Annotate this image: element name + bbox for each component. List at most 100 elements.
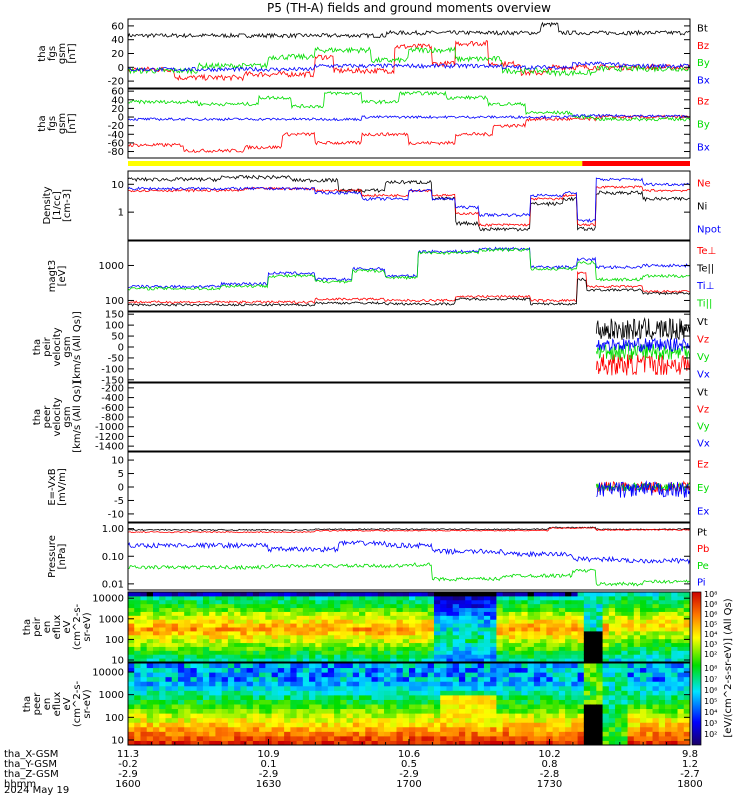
heatmap-cell — [590, 634, 597, 640]
heatmap-cell — [627, 740, 635, 746]
heatmap-cell — [234, 667, 241, 673]
heatmap-cell — [490, 667, 497, 673]
heatmap-cell — [240, 607, 248, 612]
heatmap-cell — [615, 731, 622, 737]
heatmap-cell — [209, 619, 216, 624]
heatmap-cell — [421, 731, 429, 737]
heatmap-cell — [246, 740, 254, 746]
heatmap-cell — [596, 646, 604, 651]
heatmap-cell — [390, 681, 398, 687]
heatmap-cell — [583, 607, 591, 612]
heatmap-cell — [652, 735, 660, 741]
heatmap-cell — [527, 615, 535, 620]
heatmap-cell — [221, 663, 229, 669]
heatmap-cell — [415, 740, 422, 746]
heatmap-cell — [652, 607, 660, 612]
heatmap-cell — [471, 672, 479, 678]
heatmap-cell — [652, 646, 660, 651]
panel-frame — [127, 170, 691, 241]
heatmap-cell — [309, 735, 316, 741]
legend-temperature-Ti||: Ti|| — [696, 298, 712, 309]
heatmap-cell — [433, 638, 441, 644]
heatmap-peir_eflux — [128, 592, 691, 663]
heatmap-cell — [359, 731, 366, 737]
y-tick-label: -60 — [108, 138, 124, 149]
series-fgs_gse-Bz — [127, 114, 691, 153]
heatmap-cell — [415, 638, 422, 644]
heatmap-cell — [465, 694, 472, 700]
heatmap-cell — [502, 615, 510, 620]
heatmap-cell — [658, 599, 666, 605]
heatmap-cell — [646, 654, 654, 659]
heatmap-cell — [477, 667, 485, 673]
heatmap-cell — [527, 676, 535, 682]
heatmap-cell — [202, 611, 210, 616]
heatmap-cell — [234, 638, 241, 644]
heatmap-cell — [677, 646, 685, 651]
series-fgs_gse-By — [127, 90, 691, 122]
heatmap-cell — [152, 619, 160, 624]
heatmap-cell — [508, 672, 516, 678]
heatmap-cell — [321, 672, 329, 678]
heatmap-cell — [683, 634, 691, 640]
heatmap-cell — [671, 685, 679, 691]
heatmap-cell — [671, 611, 679, 616]
heatmap-cell — [359, 615, 366, 620]
heatmap-cell — [483, 685, 491, 691]
heatmap-cell — [215, 603, 223, 609]
heatmap-cell — [377, 717, 385, 723]
heatmap-cell — [327, 619, 335, 624]
heatmap-cell — [677, 642, 685, 647]
heatmap-cell — [646, 592, 654, 597]
heatmap-cell — [496, 740, 504, 746]
heatmap-cell — [552, 619, 560, 624]
heatmap-cell — [359, 713, 366, 719]
heatmap-cell — [152, 722, 160, 728]
heatmap-cell — [446, 599, 454, 605]
heatmap-cell — [290, 717, 298, 723]
heatmap-cell — [315, 740, 323, 746]
heatmap-cell — [427, 630, 435, 636]
heatmap-cell — [140, 694, 148, 700]
heatmap-cell — [234, 681, 241, 687]
heatmap-cell — [190, 603, 198, 609]
y-tick-label: 50 — [111, 332, 124, 343]
heatmap-cell — [209, 681, 216, 687]
heatmap-cell — [171, 650, 179, 655]
heatmap-cell — [683, 717, 691, 723]
heatmap-cell — [652, 592, 660, 597]
heatmap-cell — [334, 599, 341, 605]
heatmap-cell — [621, 690, 629, 696]
heatmap-cell — [209, 611, 216, 616]
heatmap-cell — [246, 654, 254, 659]
heatmap-cell — [615, 646, 622, 651]
heatmap-cell — [265, 694, 273, 700]
heatmap-cell — [209, 704, 216, 710]
heatmap-cell — [658, 634, 666, 640]
heatmap-cell — [271, 667, 279, 673]
heatmap-cell — [377, 713, 385, 719]
heatmap-cell — [465, 642, 472, 647]
heatmap-cell — [621, 607, 629, 612]
heatmap-cell — [490, 615, 497, 620]
heatmap-cell — [515, 731, 522, 737]
heatmap-cell — [221, 630, 229, 636]
heatmap-cell — [315, 595, 323, 601]
heatmap-cell — [202, 646, 210, 651]
heatmap-cell — [621, 685, 629, 691]
heatmap-cell — [490, 607, 497, 612]
heatmap-cell — [284, 713, 291, 719]
heatmap-cell — [171, 642, 179, 647]
heatmap-cell — [490, 735, 497, 741]
heatmap-cell — [271, 726, 279, 732]
heatmap-cell — [433, 685, 441, 691]
heatmap-cell — [246, 713, 254, 719]
heatmap-cell — [246, 690, 254, 696]
heatmap-cell — [321, 690, 329, 696]
heatmap-cell — [627, 735, 635, 741]
heatmap-cell — [327, 676, 335, 682]
heatmap-cell — [508, 611, 516, 616]
heatmap-cell — [483, 672, 491, 678]
ephemeris-value: -0.2 — [118, 759, 138, 770]
heatmap-cell — [533, 654, 541, 659]
